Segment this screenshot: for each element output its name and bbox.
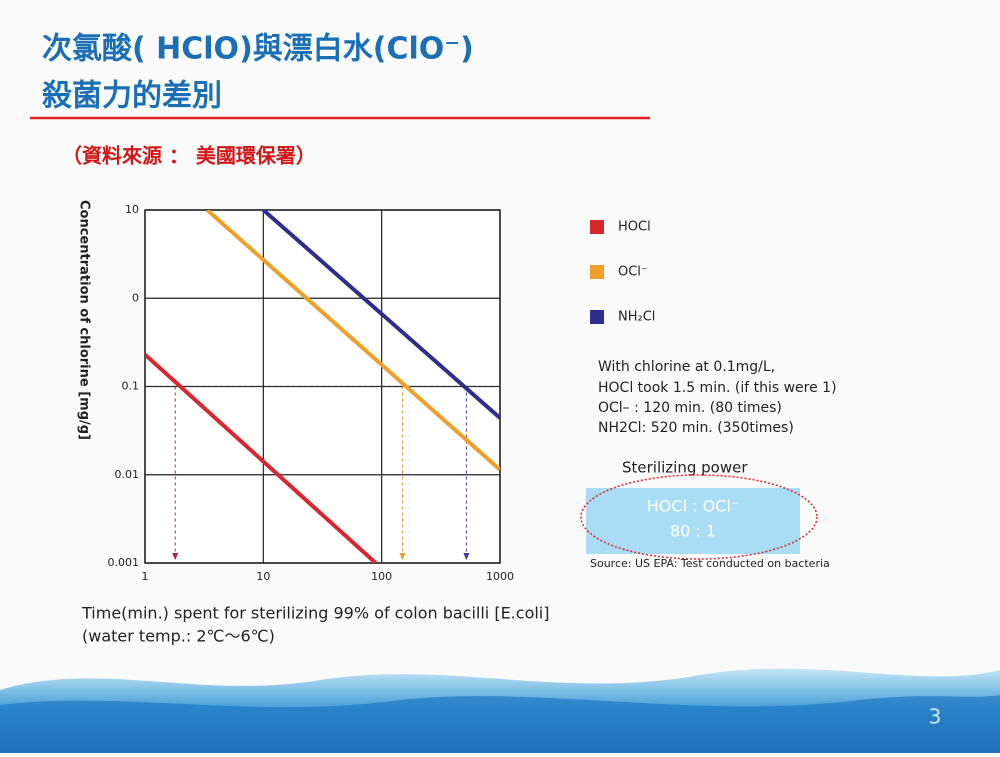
drop-arrow bbox=[399, 553, 406, 560]
y-tick-label: 0.1 bbox=[122, 380, 140, 393]
legend-label: HOCl bbox=[618, 220, 651, 235]
plot: 1 10 100 1000 0.001 0.01 0.1 0 10 bbox=[108, 203, 515, 583]
note: With chlorine at 0.1mg/L, bbox=[598, 359, 775, 375]
x-tick-label: 1000 bbox=[486, 570, 514, 583]
legend-swatch bbox=[590, 310, 604, 324]
legend-label: OCl⁻ bbox=[618, 265, 648, 280]
power-box bbox=[586, 488, 800, 554]
highlight-ellipse bbox=[580, 474, 818, 560]
x-tick-label: 1 bbox=[142, 570, 149, 583]
y-tick-label: 0.001 bbox=[108, 556, 140, 569]
legend-label: NH₂Cl bbox=[618, 310, 655, 325]
y-axis-label: Concentration of chlorine [mg/g] bbox=[77, 200, 92, 440]
power-ratio: 80 : 1 bbox=[670, 522, 716, 541]
subtitle: （資料來源 ： 美國環保署） bbox=[62, 144, 316, 168]
drop-arrow bbox=[463, 553, 470, 560]
power-ratio: HOCl : OCl⁻ bbox=[647, 497, 739, 516]
series-line bbox=[262, 210, 500, 420]
note: HOCl took 1.5 min. (if this were 1) bbox=[598, 380, 837, 396]
x-axis-note: (water temp.: 2℃～6℃) bbox=[82, 627, 275, 646]
x-tick-label: 10 bbox=[256, 570, 270, 583]
note: NH2Cl: 520 min. (350times) bbox=[598, 420, 794, 436]
series-line bbox=[145, 353, 378, 563]
notes: With chlorine at 0.1mg/L, HOCl took 1.5 … bbox=[598, 359, 837, 436]
power-title: Sterilizing power bbox=[622, 459, 748, 477]
y-tick-label: 0 bbox=[132, 291, 139, 304]
series-line bbox=[205, 210, 500, 472]
legend-swatch bbox=[590, 220, 604, 234]
legend-swatch bbox=[590, 265, 604, 279]
x-tick-label: 100 bbox=[371, 570, 392, 583]
title: 殺菌力的差別 bbox=[42, 79, 222, 114]
title: 次氯酸( HClO)與漂白水(ClO⁻) bbox=[42, 32, 474, 67]
y-tick-label: 10 bbox=[125, 203, 139, 216]
x-axis-label: Time(min.) spent for sterilizing 99% of … bbox=[81, 604, 549, 623]
note: OCl– : 120 min. (80 times) bbox=[598, 400, 782, 416]
page-number: 3 bbox=[929, 705, 942, 729]
legend: HOCl OCl⁻ NH₂Cl bbox=[590, 220, 655, 325]
source: Source: US EPA: Test conducted on bacter… bbox=[590, 557, 830, 570]
y-tick-label: 0.01 bbox=[115, 468, 140, 481]
wave bbox=[0, 695, 1000, 753]
drop-arrow bbox=[172, 553, 179, 560]
